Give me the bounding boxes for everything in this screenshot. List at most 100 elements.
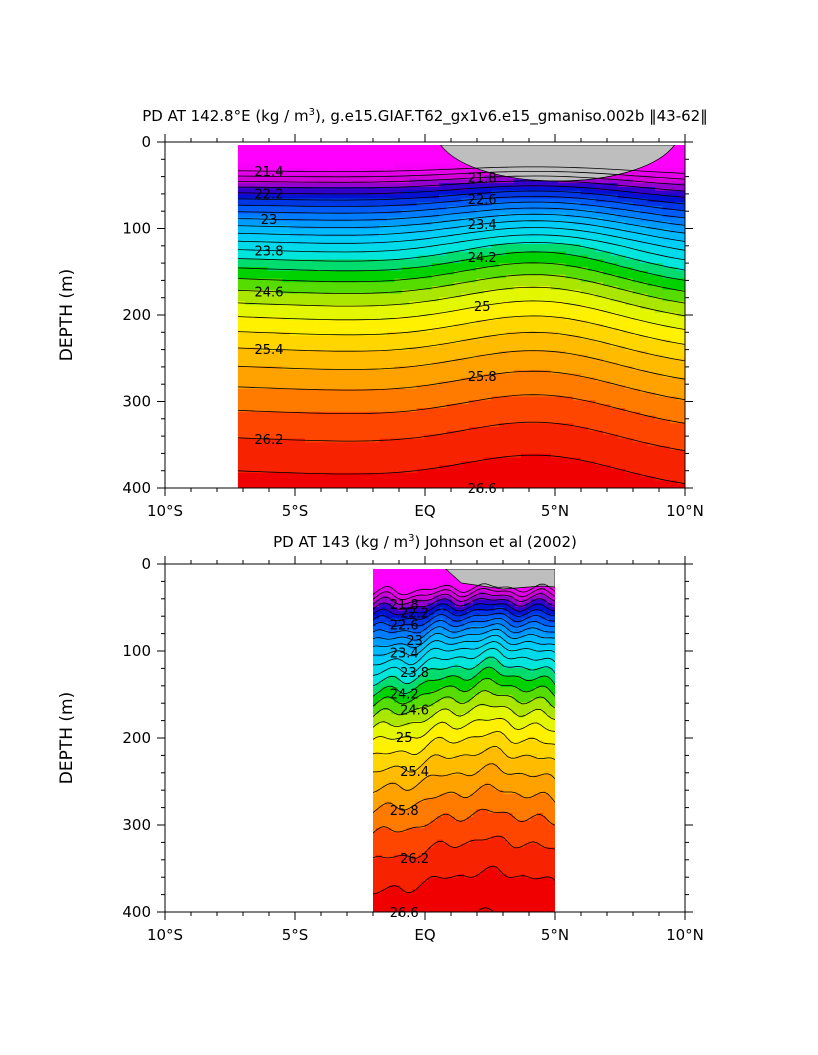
contour-line (237, 234, 686, 261)
x-tick-label: 5°S (282, 926, 309, 944)
chart-title: PD AT 143 (kg / m3) Johnson et al (2002) (273, 533, 577, 551)
contour-line (237, 251, 686, 281)
contour-label: 21.8 (390, 598, 419, 613)
contour-line (237, 394, 686, 424)
y-tick-label: 100 (122, 642, 151, 660)
contour-label: 26.6 (390, 906, 419, 921)
x-tick-label: EQ (414, 502, 435, 520)
contour-line (373, 628, 555, 649)
y-tick-label: 400 (122, 479, 151, 497)
y-tick-label: 300 (122, 393, 151, 411)
contour-label: 26.2 (400, 852, 429, 867)
contour-line (373, 612, 555, 627)
contour-line (237, 370, 686, 401)
contour-line (373, 783, 555, 814)
y-tick-label: 400 (122, 903, 151, 921)
x-tick-label: 10°S (147, 926, 183, 944)
x-tick-label: EQ (414, 926, 435, 944)
contour-line (373, 731, 555, 756)
contour-line (237, 207, 686, 226)
chart-title: PD AT 142.8°E (kg / m3), g.e15.GIAF.T62_… (142, 107, 707, 126)
contour-label: 25 (474, 300, 491, 315)
contour-line (237, 201, 686, 219)
contour-line (237, 166, 686, 174)
contour-label: 26.2 (255, 433, 284, 448)
contour-line (237, 274, 686, 304)
y-tick-label: 0 (141, 555, 151, 573)
contour-label: 25.4 (255, 343, 284, 358)
contour-line (373, 677, 555, 707)
contour-label: 21.4 (255, 165, 284, 180)
contour-lines (237, 166, 686, 485)
contour-line (373, 597, 555, 611)
contour-line (237, 227, 686, 251)
contour-label: 25.8 (468, 370, 497, 385)
contour-label: 23.8 (400, 666, 429, 681)
contour-line (373, 717, 555, 740)
contour-line (373, 607, 555, 621)
contour-line (237, 241, 686, 271)
x-tick-label: 10°S (147, 502, 183, 520)
contour-line (373, 603, 555, 616)
contour-line (237, 421, 686, 452)
contour-label: 25.4 (400, 765, 429, 780)
y-tick-label: 200 (122, 306, 151, 324)
contour-label: 21.8 (468, 171, 497, 186)
contour-label: 24.2 (468, 251, 497, 266)
y-axis-title: DEPTH (m) (57, 269, 77, 361)
contour-line (237, 454, 686, 485)
x-tick-label: 5°N (541, 926, 569, 944)
contour-line (373, 690, 555, 717)
contour-line (237, 262, 686, 292)
contour-lines (373, 583, 555, 912)
contour-line (237, 286, 686, 317)
x-tick-label: 5°N (541, 502, 569, 520)
contour-label: 23.4 (390, 646, 419, 661)
contour-label: 24.6 (255, 285, 284, 300)
contour-line (373, 746, 555, 773)
contour-line (373, 618, 555, 634)
y-tick-label: 100 (122, 220, 151, 238)
contour-line (373, 623, 555, 641)
contour-line (373, 656, 555, 687)
contour-line (237, 213, 686, 234)
contour-line (373, 763, 555, 793)
contour-line (237, 220, 686, 242)
contour-line (237, 185, 686, 198)
x-tick-label: 5°S (282, 502, 309, 520)
contour-label: 23 (261, 213, 278, 228)
contour-label: 24.2 (390, 688, 419, 703)
contour-line (237, 300, 686, 330)
y-tick-label: 200 (122, 729, 151, 747)
contour-label: 25 (396, 731, 413, 746)
contour-line (237, 190, 686, 205)
contour-line (373, 647, 555, 676)
y-axis-title: DEPTH (m) (57, 692, 77, 784)
contour-line (373, 592, 555, 605)
contour-line (237, 175, 686, 186)
contour-line (373, 808, 555, 834)
contour-label: 22.6 (468, 193, 497, 208)
panel-model: 21.4 21.8 22.2 22.6 23 23.4 23.8 24.2 24.6 25 25.4… (57, 107, 708, 520)
contour-label: 24.6 (400, 704, 429, 719)
contour-label: 23.8 (255, 245, 284, 260)
contour-line (373, 666, 555, 697)
contour-label: 22.6 (390, 619, 419, 634)
contour-line (373, 703, 555, 728)
contour-line (237, 171, 686, 180)
contour-line (237, 315, 686, 345)
x-tick-label: 10°N (666, 926, 704, 944)
contour-line (237, 180, 686, 192)
contour-label: 23.4 (468, 218, 497, 233)
y-tick-label: 300 (122, 816, 151, 834)
density-field (373, 569, 555, 912)
x-tick-label: 10°N (666, 502, 704, 520)
contour-label: 26.6 (468, 482, 497, 497)
contour-label: 22.2 (255, 187, 284, 202)
contour-label: 22.2 (400, 606, 429, 621)
contour-line (373, 587, 555, 601)
contour-label: 23 (406, 634, 423, 649)
contour-line (373, 634, 555, 657)
